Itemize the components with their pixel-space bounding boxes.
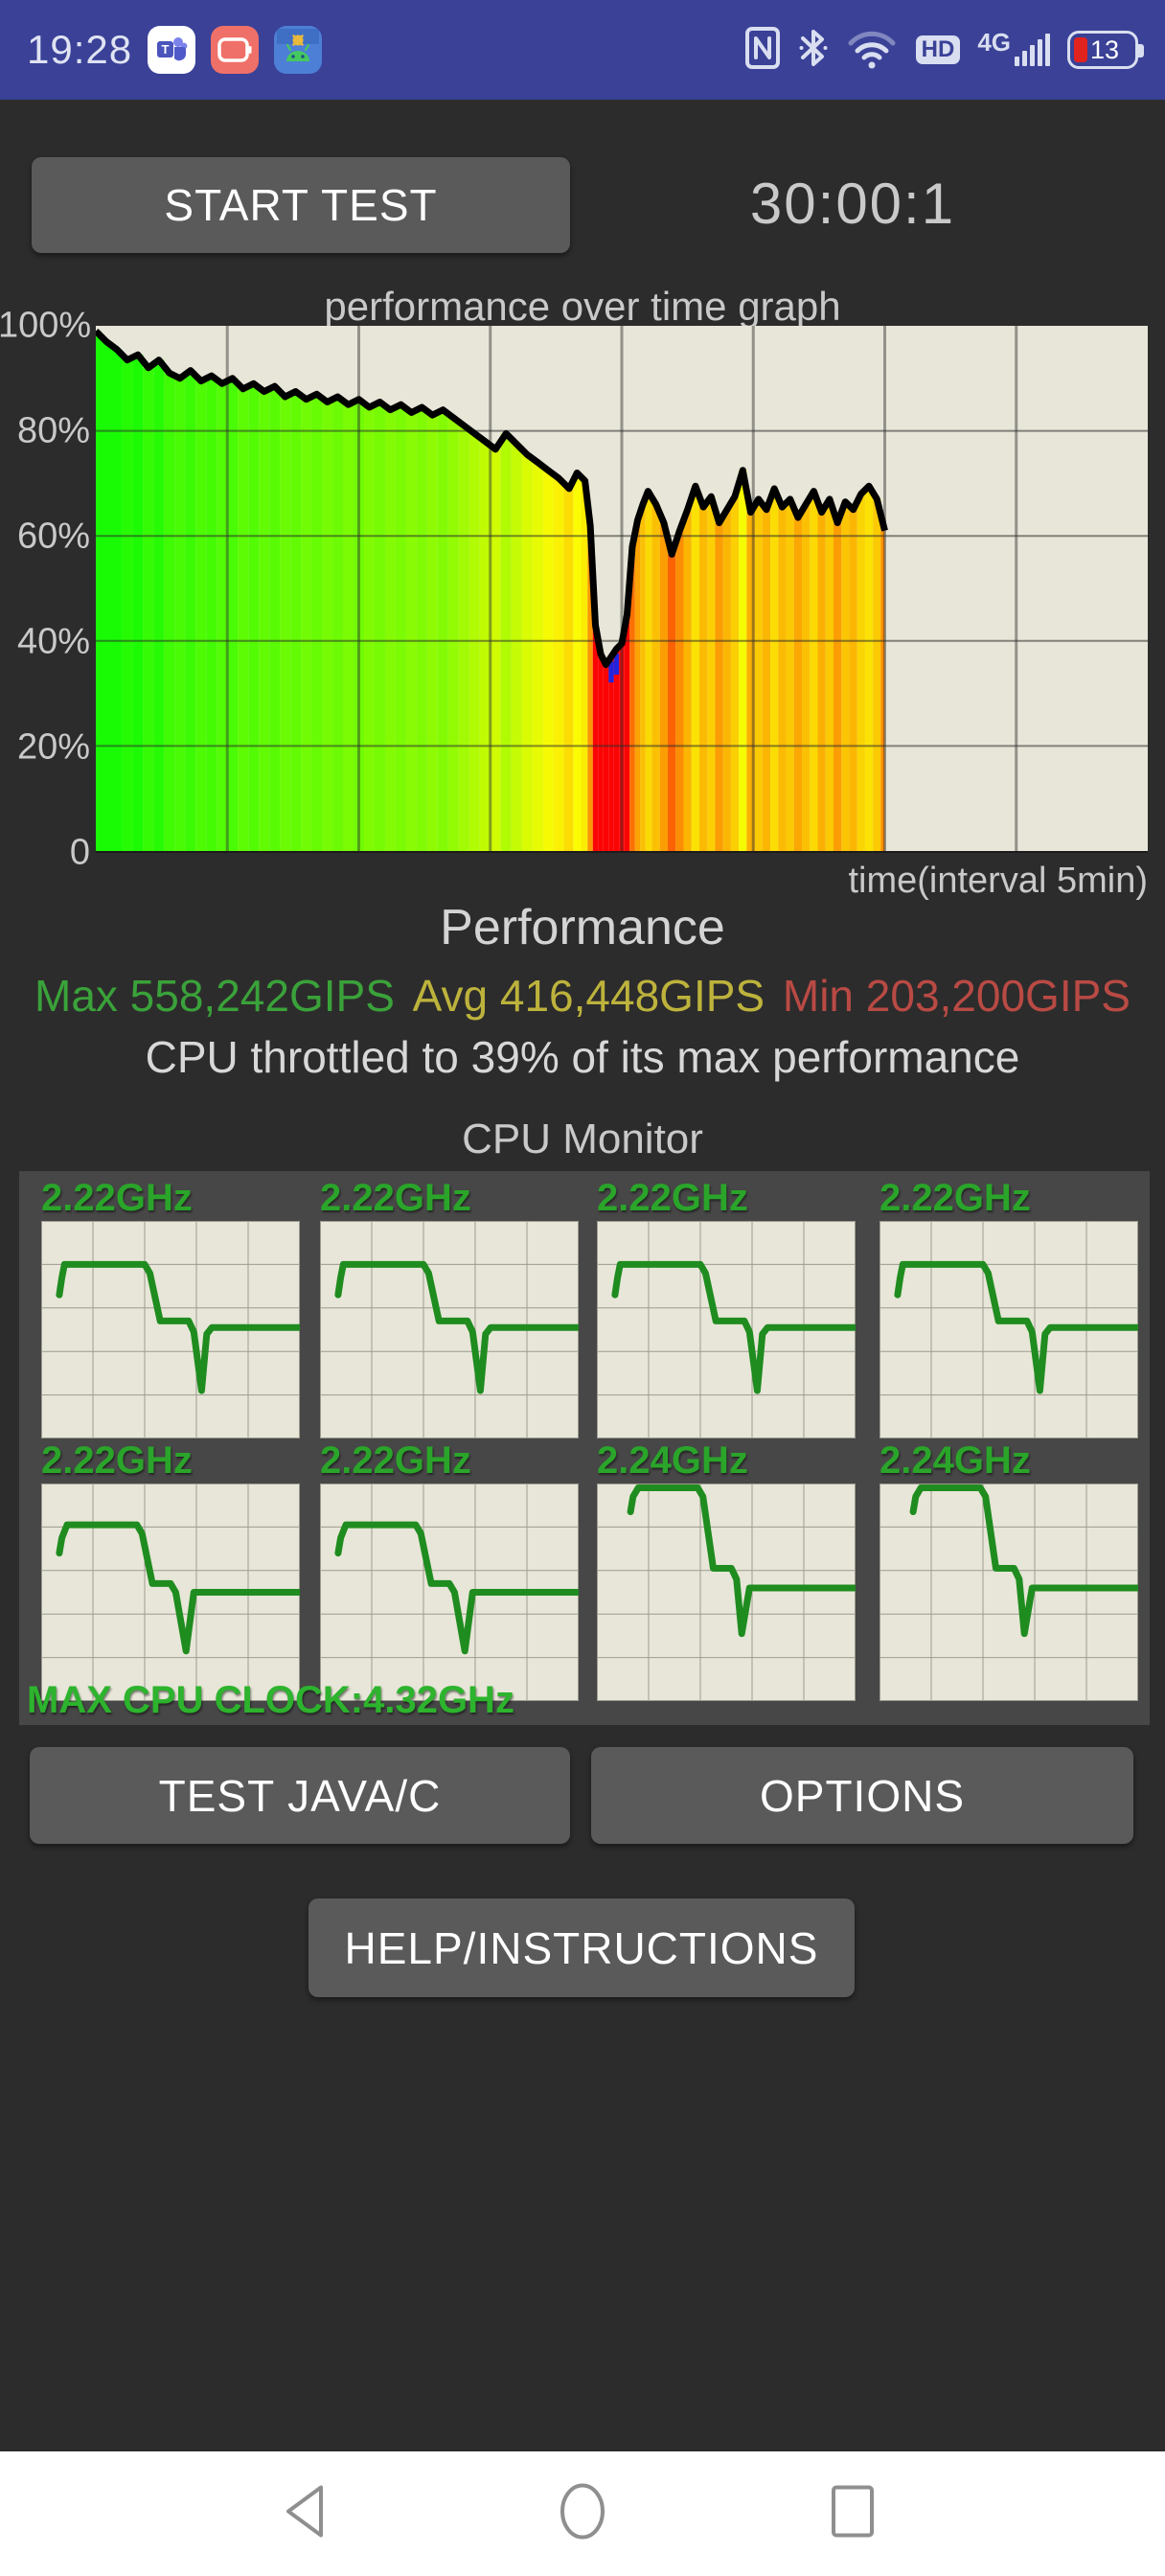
cpu-core-chart: 2.22GHz (320, 1179, 579, 1438)
cpu-monitor-heading: CPU Monitor (462, 1116, 703, 1162)
max-cpu-clock-label: MAX CPU CLOCK:4.32GHz (27, 1679, 514, 1721)
cpu-core-graph (879, 1484, 1138, 1701)
chart-y-tick: 60% (16, 516, 90, 557)
cpu-core-graph (320, 1221, 579, 1438)
cpu-core-chart: 2.24GHz (879, 1441, 1138, 1701)
clock: 19:28 (27, 27, 133, 72)
cpu-core-frequency: 2.22GHz (879, 1177, 1031, 1219)
cpu-core-graph (597, 1484, 856, 1701)
cpu-core-frequency: 2.22GHz (41, 1439, 193, 1482)
chart-y-tick: 100% (0, 305, 92, 346)
cpu-core-graph (41, 1221, 300, 1438)
cpu-core-graph (320, 1484, 579, 1701)
cpu-monitor-panel: 2.22GHz 2.22GHz 2.22GHz 2.22GHz 2.22GHz 2.22G… (19, 1171, 1150, 1725)
hd-badge: HD (915, 35, 961, 64)
chart-y-tick: 0 (69, 832, 90, 873)
wifi-icon (845, 26, 899, 75)
cpu-core-frequency: 2.24GHz (597, 1439, 748, 1482)
cpu-core-chart: 2.22GHz (879, 1179, 1138, 1438)
nav-back-icon[interactable] (279, 2482, 331, 2546)
android-system-notification-icon (274, 26, 323, 74)
cpu-core-frequency: 2.24GHz (879, 1439, 1031, 1482)
performance-chart-svg (96, 326, 1148, 851)
battery-percent: 13 (1090, 34, 1120, 64)
status-bar: 19:28 T (0, 0, 1165, 100)
test-timer: 30:00:1 (749, 172, 956, 236)
bluetooth-icon (799, 25, 828, 76)
screen-record-notification-icon (211, 26, 260, 74)
throttle-summary: CPU throttled to 39% of its max performa… (145, 1032, 1020, 1082)
chart-title: performance over time graph (324, 284, 841, 329)
battery-level-fill (1074, 37, 1087, 62)
avg-gips-value: Avg 416,448GIPS (412, 971, 765, 1021)
cpu-core-frequency: 2.22GHz (597, 1177, 748, 1219)
cpu-core-chart: 2.22GHz (320, 1441, 579, 1701)
options-button[interactable]: OPTIONS (591, 1747, 1133, 1844)
nav-home-icon[interactable] (558, 2482, 607, 2546)
performance-heading: Performance (440, 900, 725, 955)
nav-recents-icon[interactable] (829, 2482, 877, 2546)
chart-y-tick: 80% (16, 410, 90, 451)
cpu-core-frequency: 2.22GHz (41, 1177, 193, 1219)
cpu-core-chart: 2.22GHz (41, 1441, 300, 1701)
chart-x-axis-label: time(interval 5min) (848, 861, 1148, 901)
start-test-button[interactable]: START TEST (32, 157, 570, 253)
cpu-core-frequency: 2.22GHz (320, 1177, 471, 1219)
cpu-core-chart: 2.22GHz (597, 1179, 856, 1438)
battery-icon: 13 (1067, 31, 1144, 69)
cpu-core-frequency: 2.22GHz (320, 1439, 471, 1482)
cpu-core-graph (41, 1484, 300, 1701)
min-gips-value: Min 203,200GIPS (782, 971, 1131, 1021)
gips-summary: Max 558,242GIPS Avg 416,448GIPS Min 203,… (0, 970, 1165, 1022)
cpu-core-graph (879, 1221, 1138, 1438)
teams-notification-icon: T (148, 26, 196, 74)
cpu-core-graph (597, 1221, 856, 1438)
chart-y-tick: 40% (16, 621, 90, 662)
signal-bars-icon (1015, 34, 1050, 66)
test-java-c-button[interactable]: TEST JAVA/C (30, 1747, 570, 1844)
performance-chart (96, 326, 1148, 853)
network-type-label: 4G (977, 28, 1011, 58)
nfc-icon (743, 25, 782, 76)
max-gips-value: Max 558,242GIPS (34, 971, 395, 1021)
android-nav-bar (0, 2451, 1165, 2576)
help-instructions-button[interactable]: HELP/INSTRUCTIONS (308, 1898, 855, 1997)
chart-y-tick: 20% (16, 726, 90, 768)
cpu-core-chart: 2.24GHz (597, 1441, 856, 1701)
svg-text:T: T (162, 42, 170, 57)
mobile-signal-icon: 4G (977, 28, 1050, 66)
cpu-core-chart: 2.22GHz (41, 1179, 300, 1438)
